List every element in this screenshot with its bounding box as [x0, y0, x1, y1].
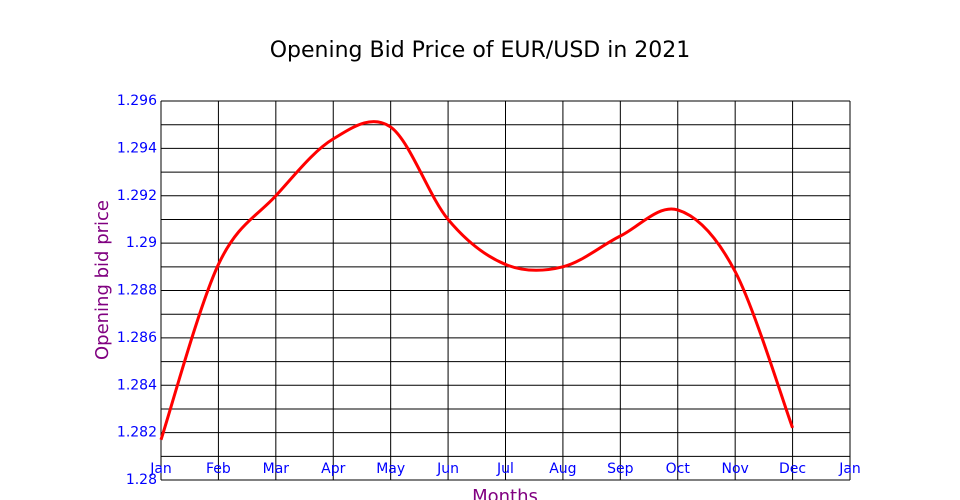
x-tick-label: Jan — [149, 461, 172, 477]
y-tick-label: 1.28 — [126, 472, 157, 488]
x-tick-label: Feb — [206, 461, 231, 477]
chart-title: Opening Bid Price of EUR/USD in 2021 — [270, 38, 691, 63]
x-tick-label: May — [376, 461, 405, 477]
x-tick-label: Oct — [666, 461, 691, 477]
y-tick-label: 1.284 — [117, 377, 157, 393]
y-tick-label: 1.282 — [117, 425, 157, 441]
y-tick-label: 1.29 — [126, 235, 157, 251]
y-tick-label: 1.296 — [117, 93, 157, 109]
y-axis-title: Opening bid price — [92, 200, 113, 360]
y-tick-label: 1.294 — [117, 140, 157, 156]
x-tick-label: Apr — [321, 461, 345, 477]
x-tick-label: Jun — [436, 461, 459, 477]
x-tick-label: Jan — [838, 461, 861, 477]
y-tick-label: 1.286 — [117, 330, 157, 346]
y-tick-label: 1.292 — [117, 188, 157, 204]
x-tick-label: Aug — [549, 461, 576, 477]
series-line — [159, 120, 794, 441]
x-tick-label: Sep — [607, 461, 634, 477]
x-tick-label: Jul — [496, 461, 514, 477]
x-tick-label: Mar — [263, 461, 290, 477]
x-axis-title: Months — [472, 486, 538, 500]
x-tick-label: Nov — [722, 461, 749, 477]
x-tick-label: Dec — [779, 461, 806, 477]
y-tick-label: 1.288 — [117, 283, 157, 299]
